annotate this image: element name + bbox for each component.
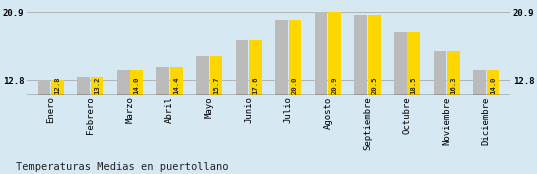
Bar <box>328 12 341 174</box>
Text: 13.2: 13.2 <box>94 76 100 94</box>
Bar <box>196 56 209 174</box>
Bar <box>315 12 328 174</box>
Bar <box>130 70 143 174</box>
Text: 15.7: 15.7 <box>213 76 219 94</box>
Bar <box>408 32 420 174</box>
Bar <box>354 15 367 174</box>
Bar <box>368 15 381 174</box>
Bar <box>236 40 248 174</box>
Text: 14.0: 14.0 <box>490 76 496 94</box>
Text: Temperaturas Medias en puertollano: Temperaturas Medias en puertollano <box>16 162 229 172</box>
Bar <box>394 32 407 174</box>
Bar <box>209 56 222 174</box>
Bar <box>170 67 183 174</box>
Text: 18.5: 18.5 <box>411 76 417 94</box>
Bar <box>487 70 499 174</box>
Bar <box>289 20 301 174</box>
Text: 17.6: 17.6 <box>252 76 258 94</box>
Bar <box>447 51 460 174</box>
Bar <box>38 80 50 174</box>
Bar <box>77 77 90 174</box>
Bar <box>117 70 129 174</box>
Bar <box>156 67 169 174</box>
Text: 16.3: 16.3 <box>451 76 456 94</box>
Text: 12.8: 12.8 <box>55 76 61 94</box>
Bar <box>51 80 64 174</box>
Bar <box>249 40 262 174</box>
Bar <box>91 77 104 174</box>
Bar <box>473 70 486 174</box>
Text: 14.0: 14.0 <box>134 76 140 94</box>
Text: 20.5: 20.5 <box>371 76 377 94</box>
Bar <box>433 51 446 174</box>
Text: 20.0: 20.0 <box>292 76 298 94</box>
Text: 14.4: 14.4 <box>173 76 179 94</box>
Text: 20.9: 20.9 <box>332 76 338 94</box>
Bar <box>275 20 288 174</box>
